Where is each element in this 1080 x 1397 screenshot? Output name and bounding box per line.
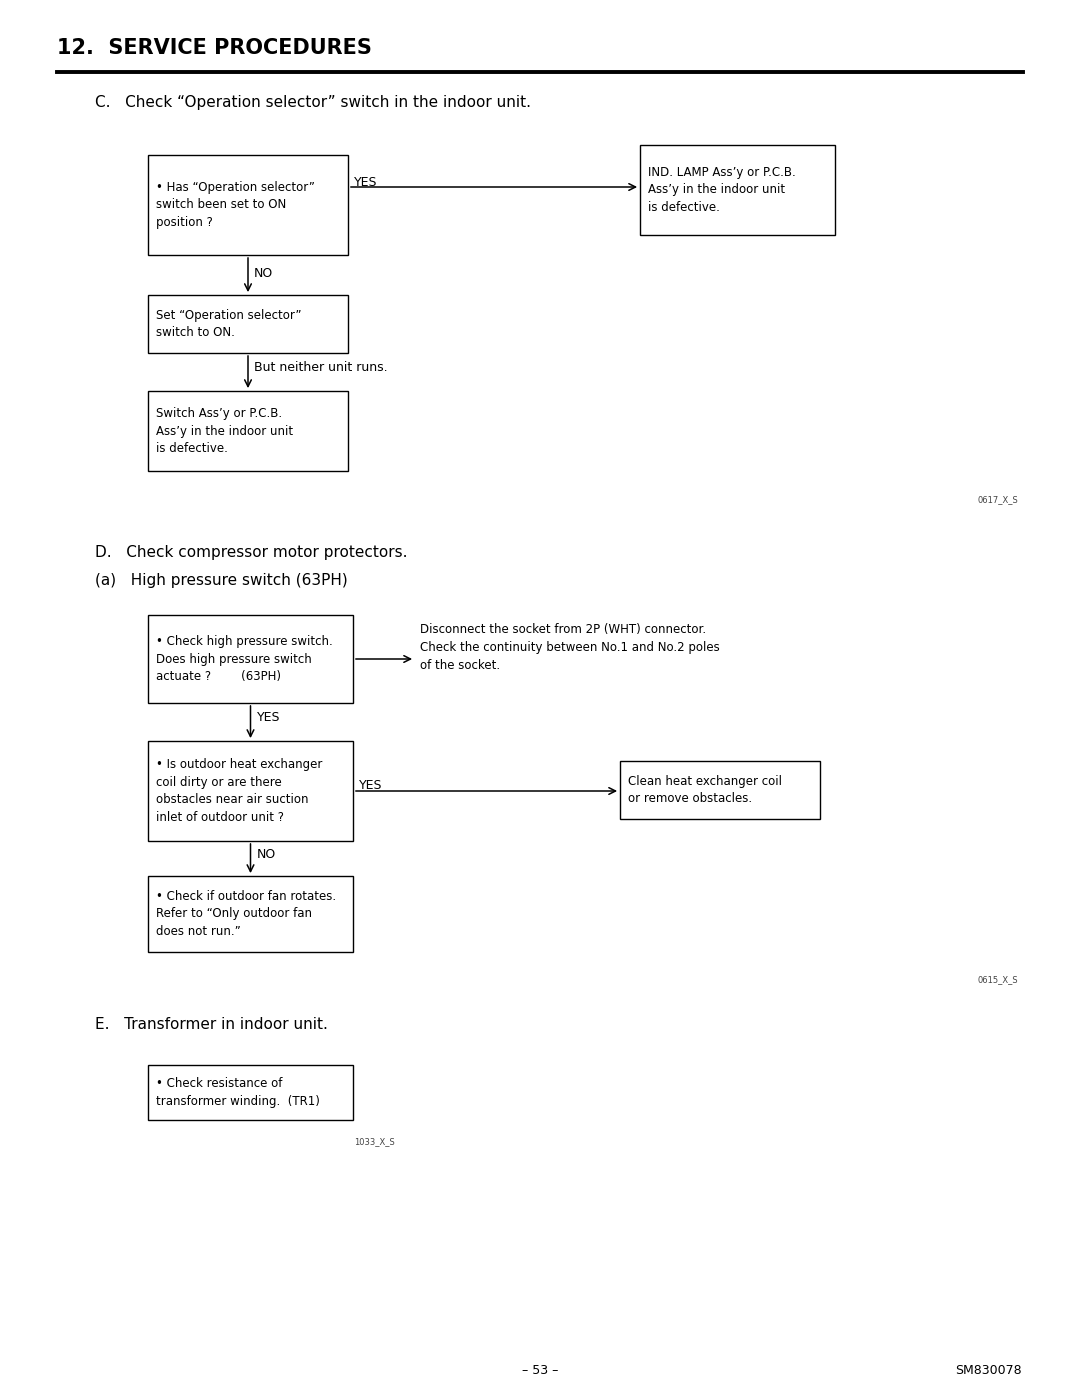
Text: But neither unit runs.: But neither unit runs.	[254, 360, 388, 374]
Text: • Check resistance of
transformer winding.  (TR1): • Check resistance of transformer windin…	[156, 1077, 320, 1108]
Text: YES: YES	[359, 780, 382, 792]
Text: D.   Check compressor motor protectors.: D. Check compressor motor protectors.	[95, 545, 407, 560]
Bar	[148, 155, 348, 256]
Text: Set “Operation selector”
switch to ON.: Set “Operation selector” switch to ON.	[156, 309, 301, 339]
Text: (a)   High pressure switch (63PH): (a) High pressure switch (63PH)	[95, 573, 348, 588]
Text: 0617_X_S: 0617_X_S	[977, 496, 1018, 504]
Text: – 53 –: – 53 –	[522, 1363, 558, 1376]
Text: IND. LAMP Ass’y or P.C.B.
Ass’y in the indoor unit
is defective.: IND. LAMP Ass’y or P.C.B. Ass’y in the i…	[648, 166, 796, 214]
Text: C.   Check “Operation selector” switch in the indoor unit.: C. Check “Operation selector” switch in …	[95, 95, 531, 110]
Text: • Check if outdoor fan rotates.
Refer to “Only outdoor fan
does not run.”: • Check if outdoor fan rotates. Refer to…	[156, 890, 336, 937]
Bar	[148, 295, 348, 353]
Text: SM830078: SM830078	[956, 1363, 1022, 1376]
Text: • Is outdoor heat exchanger
coil dirty or are there
obstacles near air suction
i: • Is outdoor heat exchanger coil dirty o…	[156, 759, 322, 824]
Text: • Check high pressure switch.
Does high pressure switch
actuate ?        (63PH): • Check high pressure switch. Does high …	[156, 636, 333, 683]
Bar	[148, 1065, 353, 1120]
Text: YES: YES	[354, 176, 378, 189]
Text: YES: YES	[257, 711, 280, 724]
Bar	[148, 876, 353, 951]
Text: • Has “Operation selector”
switch been set to ON
position ?: • Has “Operation selector” switch been s…	[156, 182, 315, 229]
Text: Disconnect the socket from 2P (WHT) connector.
Check the continuity between No.1: Disconnect the socket from 2P (WHT) conn…	[420, 623, 719, 672]
Text: NO: NO	[257, 848, 275, 861]
Text: NO: NO	[254, 267, 273, 279]
Text: 1033_X_S: 1033_X_S	[354, 1137, 395, 1147]
Bar	[148, 615, 353, 703]
Text: Switch Ass’y or P.C.B.
Ass’y in the indoor unit
is defective.: Switch Ass’y or P.C.B. Ass’y in the indo…	[156, 407, 293, 455]
Text: E.   Transformer in indoor unit.: E. Transformer in indoor unit.	[95, 1017, 328, 1032]
Bar	[620, 761, 820, 819]
Bar	[148, 740, 353, 841]
Text: 12.  SERVICE PROCEDURES: 12. SERVICE PROCEDURES	[57, 38, 372, 59]
Text: 0615_X_S: 0615_X_S	[977, 975, 1018, 985]
Text: Clean heat exchanger coil
or remove obstacles.: Clean heat exchanger coil or remove obst…	[627, 775, 782, 805]
Bar	[640, 145, 835, 235]
Bar	[148, 391, 348, 471]
